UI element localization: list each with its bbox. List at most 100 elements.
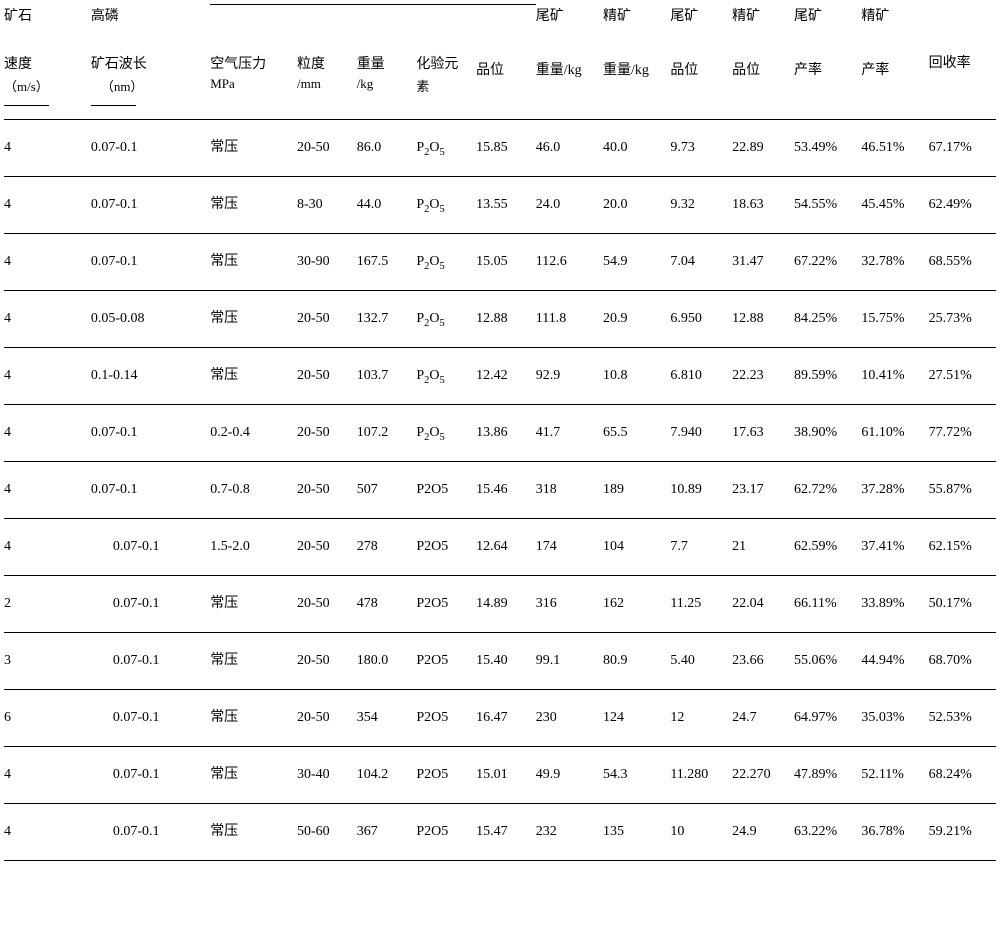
cell-press: 0.2-0.4 — [210, 405, 297, 462]
cell-press: 常压 — [210, 633, 297, 690]
hdr-text: 回收率 — [929, 52, 996, 72]
hdr-unit: /kg — [357, 73, 417, 92]
cell-rec: 62.15% — [929, 519, 996, 576]
hdr-size: 粒度 /mm — [297, 49, 357, 120]
hdr-text: 重量 — [357, 53, 417, 73]
table-row: 40.05-0.08常压20-50132.7P2O512.88111.820.9… — [4, 291, 996, 348]
hdr-text: 尾矿 — [536, 5, 603, 25]
cell-elem: P2O5 — [416, 291, 476, 348]
cell-tail-wt: 24.0 — [536, 177, 603, 234]
cell-tail-y: 62.59% — [794, 519, 861, 576]
cell-size: 20-50 — [297, 633, 357, 690]
cell-conc-wt: 20.9 — [603, 291, 670, 348]
cell-press: 常压 — [210, 804, 297, 861]
hdr-unit: MPa — [210, 73, 297, 92]
cell-speed: 6 — [4, 690, 91, 747]
cell-rec: 67.17% — [929, 120, 996, 177]
cell-conc-g: 24.7 — [732, 690, 794, 747]
cell-size: 20-50 — [297, 690, 357, 747]
cell-conc-wt: 189 — [603, 462, 670, 519]
cell-elem: P2O5 — [416, 633, 476, 690]
cell-grade: 12.88 — [476, 291, 536, 348]
hdr-text: 产率 — [794, 59, 861, 79]
cell-conc-g: 22.270 — [732, 747, 794, 804]
cell-elem: P2O5 — [416, 804, 476, 861]
cell-conc-wt: 54.3 — [603, 747, 670, 804]
cell-press: 常压 — [210, 120, 297, 177]
hdr-conc-y-2: 产率 — [861, 49, 928, 120]
hdr-blank-3 — [210, 5, 297, 50]
hdr-text: 品位 — [732, 59, 794, 79]
cell-conc-y: 45.45% — [861, 177, 928, 234]
hdr-text: 矿石 — [4, 5, 91, 25]
cell-elem: P2O5 — [416, 348, 476, 405]
cell-conc-g: 22.04 — [732, 576, 794, 633]
cell-speed: 4 — [4, 291, 91, 348]
hdr-tail-wt-2: 重量/kg — [536, 49, 603, 120]
cell-rec: 55.87% — [929, 462, 996, 519]
cell-tail-wt: 41.7 — [536, 405, 603, 462]
cell-grade: 15.40 — [476, 633, 536, 690]
cell-conc-y: 15.75% — [861, 291, 928, 348]
cell-wave: 0.1-0.14 — [91, 348, 210, 405]
cell-wt: 278 — [357, 519, 417, 576]
hdr-text: 重量/kg — [603, 59, 670, 79]
cell-elem: P2O5 — [416, 234, 476, 291]
cell-wave: 0.07-0.1 — [91, 462, 210, 519]
cell-elem: P2O5 — [416, 576, 476, 633]
cell-wave: 0.07-0.1 — [91, 576, 210, 633]
cell-grade: 15.01 — [476, 747, 536, 804]
cell-tail-wt: 49.9 — [536, 747, 603, 804]
hdr-recovery: 回收率 — [929, 5, 996, 120]
cell-tail-y: 89.59% — [794, 348, 861, 405]
cell-conc-wt: 54.9 — [603, 234, 670, 291]
cell-conc-y: 33.89% — [861, 576, 928, 633]
cell-conc-g: 31.47 — [732, 234, 794, 291]
cell-conc-y: 37.28% — [861, 462, 928, 519]
cell-conc-y: 37.41% — [861, 519, 928, 576]
hdr-conc-g-2: 品位 — [732, 49, 794, 120]
cell-rec: 50.17% — [929, 576, 996, 633]
cell-conc-y: 35.03% — [861, 690, 928, 747]
cell-grade: 15.85 — [476, 120, 536, 177]
cell-tail-wt: 232 — [536, 804, 603, 861]
table-body: 40.07-0.1常压20-5086.0P2O515.8546.040.09.7… — [4, 120, 996, 861]
cell-conc-wt: 20.0 — [603, 177, 670, 234]
cell-conc-wt: 104 — [603, 519, 670, 576]
hdr-tail-g-2: 品位 — [670, 49, 732, 120]
cell-tail-y: 38.90% — [794, 405, 861, 462]
cell-tail-g: 11.280 — [670, 747, 732, 804]
cell-wave: 0.07-0.1 — [91, 519, 210, 576]
cell-wave: 0.05-0.08 — [91, 291, 210, 348]
hdr-divider — [91, 105, 136, 106]
cell-conc-wt: 80.9 — [603, 633, 670, 690]
cell-wt: 86.0 — [357, 120, 417, 177]
cell-tail-wt: 318 — [536, 462, 603, 519]
cell-size: 20-50 — [297, 120, 357, 177]
hdr-text: 品位 — [670, 59, 732, 79]
cell-size: 20-50 — [297, 576, 357, 633]
table-row: 40.07-0.1常压50-60367P2O515.472321351024.9… — [4, 804, 996, 861]
cell-press: 1.5-2.0 — [210, 519, 297, 576]
cell-conc-g: 24.9 — [732, 804, 794, 861]
cell-wt: 367 — [357, 804, 417, 861]
cell-press: 常压 — [210, 747, 297, 804]
cell-wave: 0.07-0.1 — [91, 234, 210, 291]
cell-tail-y: 55.06% — [794, 633, 861, 690]
cell-elem: P2O5 — [416, 462, 476, 519]
cell-conc-y: 44.94% — [861, 633, 928, 690]
table-row: 40.07-0.10.2-0.420-50107.2P2O513.8641.76… — [4, 405, 996, 462]
cell-press: 常压 — [210, 234, 297, 291]
cell-size: 20-50 — [297, 348, 357, 405]
hdr-unit: /mm — [297, 73, 357, 92]
cell-speed: 4 — [4, 804, 91, 861]
cell-wave: 0.07-0.1 — [91, 405, 210, 462]
cell-tail-g: 7.7 — [670, 519, 732, 576]
cell-tail-wt: 174 — [536, 519, 603, 576]
cell-wave: 0.07-0.1 — [91, 690, 210, 747]
cell-speed: 4 — [4, 120, 91, 177]
cell-conc-wt: 124 — [603, 690, 670, 747]
hdr-speed: 速度 （m/s） — [4, 49, 91, 120]
cell-size: 20-50 — [297, 519, 357, 576]
hdr-divider — [4, 105, 49, 106]
